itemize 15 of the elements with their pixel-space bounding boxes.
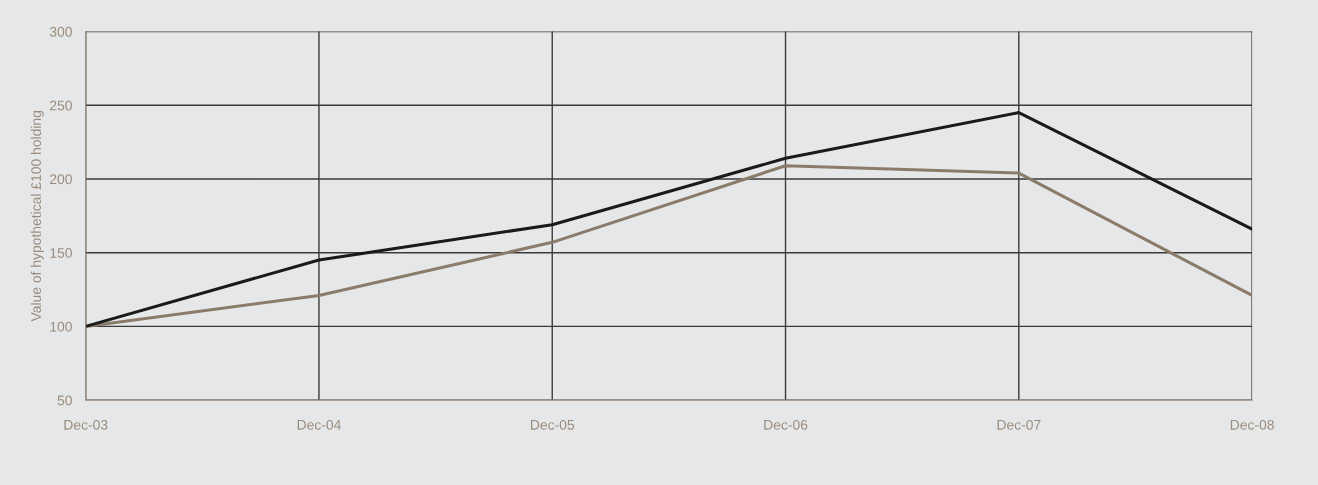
y-tick-label: 300 bbox=[49, 26, 72, 37]
line-series bbox=[85, 164, 1253, 328]
y-tick-label: 50 bbox=[57, 395, 72, 406]
x-tick-label: Dec-04 bbox=[297, 419, 341, 430]
line-series bbox=[85, 111, 1253, 328]
x-tick-label: Dec-03 bbox=[64, 419, 108, 430]
y-axis-title: Value of hypothetical £100 holding bbox=[30, 111, 44, 322]
y-tick-label: 100 bbox=[50, 321, 72, 332]
x-tick-label: Dec-06 bbox=[764, 419, 808, 430]
x-tick-label: Dec-08 bbox=[1230, 419, 1274, 430]
x-tick-label: Dec-07 bbox=[997, 419, 1041, 430]
x-tick-label: Dec-05 bbox=[531, 419, 575, 430]
y-tick-label: 150 bbox=[50, 248, 72, 258]
y-tick-label: 200 bbox=[50, 174, 72, 185]
y-tick-label: 250 bbox=[50, 100, 72, 111]
